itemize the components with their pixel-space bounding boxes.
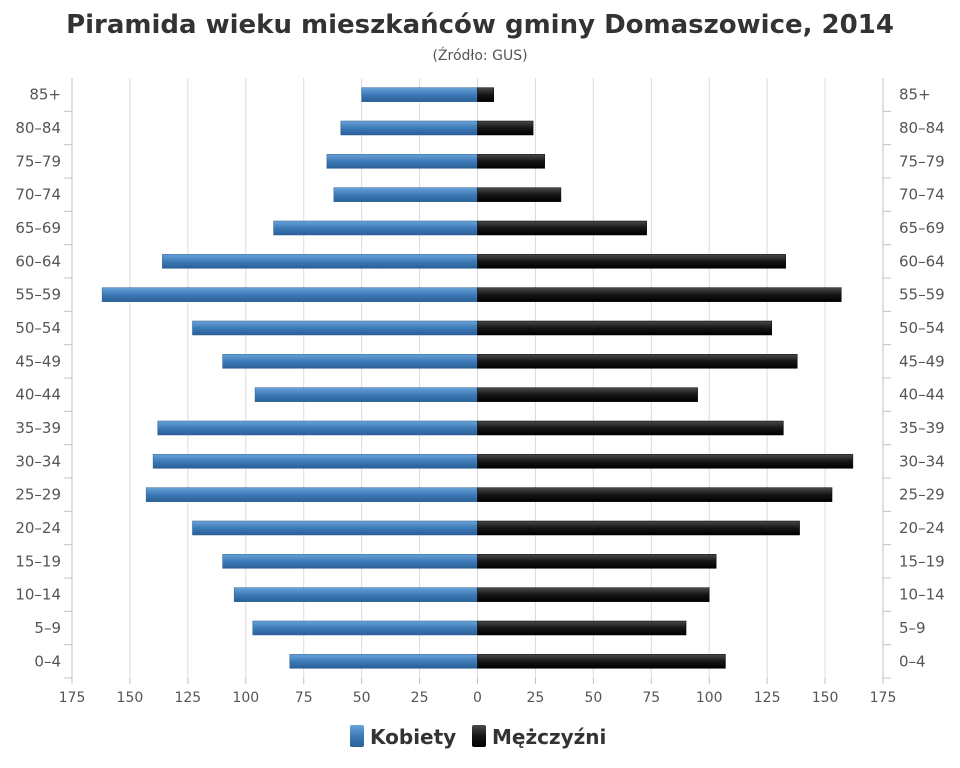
bar-mezczyzni (477, 554, 717, 569)
category-label-right: 70–74 (899, 186, 945, 204)
category-label-right: 50–54 (899, 319, 945, 337)
bar-mezczyzni (477, 220, 647, 236)
category-label-left: 30–34 (15, 452, 61, 470)
bar-kobiety (101, 287, 478, 302)
x-tick-label: 100 (696, 690, 723, 706)
legend-swatch-mezczyzni[interactable] (472, 725, 486, 747)
bar-kobiety (361, 87, 478, 102)
bars (101, 87, 854, 669)
category-label-left: 25–29 (15, 486, 61, 504)
bar-kobiety (192, 520, 478, 536)
bar-kobiety (340, 120, 478, 136)
category-label-left: 50–54 (15, 319, 61, 337)
category-label-left: 60–64 (15, 252, 61, 270)
x-tick-label: 50 (584, 690, 602, 706)
bar-kobiety (222, 554, 478, 569)
bar-mezczyzni (477, 120, 534, 136)
x-tick-label: 175 (870, 690, 897, 706)
category-label-left: 70–74 (15, 186, 61, 204)
category-label-left: 20–24 (15, 519, 61, 537)
bar-kobiety (254, 387, 478, 402)
category-label-right: 25–29 (899, 486, 945, 504)
x-tick-label: 25 (411, 690, 429, 706)
bar-mezczyzni (477, 187, 562, 202)
x-tick-label: 150 (117, 690, 144, 706)
category-label-right: 0–4 (899, 652, 926, 670)
x-tick-label: 75 (295, 690, 313, 706)
bar-kobiety (222, 354, 478, 369)
legend-label-kobiety[interactable]: Kobiety (370, 725, 456, 749)
x-tick-label: 0 (473, 690, 482, 706)
x-tick-label: 125 (174, 690, 201, 706)
category-label-right: 5–9 (899, 619, 926, 637)
category-label-left: 75–79 (15, 152, 61, 170)
legend[interactable]: Kobiety Mężczyźni (350, 725, 606, 749)
category-label-left: 15–19 (15, 552, 61, 570)
bar-kobiety (273, 220, 478, 236)
bar-mezczyzni (477, 420, 784, 436)
category-label-left: 45–49 (15, 352, 61, 370)
bar-mezczyzni (477, 654, 726, 669)
category-label-right: 65–69 (899, 219, 945, 237)
bar-mezczyzni (477, 587, 710, 602)
bar-mezczyzni (477, 154, 545, 169)
bar-mezczyzni (477, 487, 833, 502)
bar-kobiety (326, 154, 478, 169)
category-label-right: 45–49 (899, 352, 945, 370)
bar-kobiety (192, 320, 478, 336)
legend-label-mezczyzni[interactable]: Mężczyźni (492, 725, 606, 749)
bar-mezczyzni (477, 287, 842, 302)
category-label-left: 85+ (29, 86, 61, 104)
x-tick-label: 75 (642, 690, 660, 706)
x-tick-label: 100 (232, 690, 259, 706)
bar-kobiety (152, 454, 478, 469)
category-label-left: 40–44 (15, 386, 61, 404)
x-tick-label: 50 (353, 690, 371, 706)
category-label-left: 5–9 (34, 619, 61, 637)
x-axis-ticks: 175 150 125 100 75 50 25 0 25 50 75 100 125 150 175 (59, 678, 897, 706)
bar-mezczyzni (477, 520, 800, 536)
x-tick-label: 150 (812, 690, 839, 706)
bar-kobiety (162, 254, 478, 269)
bar-kobiety (145, 487, 478, 502)
category-label-right: 10–14 (899, 586, 945, 604)
category-label-right: 20–24 (899, 519, 945, 537)
category-label-right: 80–84 (899, 119, 945, 137)
bar-mezczyzni (477, 354, 798, 369)
category-label-right: 40–44 (899, 386, 945, 404)
category-label-right: 55–59 (899, 286, 945, 304)
category-label-right: 15–19 (899, 552, 945, 570)
category-labels: 85+ 85+ 80–84 80–84 75–79 75–79 70–74 70–74 65–6… (15, 86, 944, 671)
gridlines (64, 78, 891, 679)
bar-kobiety (233, 587, 478, 602)
x-tick-label: 175 (59, 690, 86, 706)
bar-mezczyzni (477, 87, 494, 102)
chart-title: Piramida wieku mieszkańców gminy Domaszo… (66, 10, 894, 40)
category-label-left: 55–59 (15, 286, 61, 304)
legend-swatch-kobiety[interactable] (350, 725, 364, 747)
chart-subtitle: (Źródło: GUS) (432, 46, 527, 64)
bar-kobiety (252, 620, 478, 636)
category-label-right: 30–34 (899, 452, 945, 470)
category-label-left: 10–14 (15, 586, 61, 604)
x-tick-label: 25 (527, 690, 545, 706)
category-label-right: 35–39 (899, 419, 945, 437)
bar-kobiety (333, 187, 478, 202)
category-label-left: 80–84 (15, 119, 61, 137)
category-label-left: 35–39 (15, 419, 61, 437)
bar-mezczyzni (477, 454, 854, 469)
bar-mezczyzni (477, 254, 786, 269)
x-tick-label: 125 (754, 690, 781, 706)
bar-kobiety (157, 420, 478, 436)
bar-mezczyzni (477, 387, 698, 402)
bar-mezczyzni (477, 620, 687, 636)
bar-mezczyzni (477, 320, 773, 336)
category-label-left: 65–69 (15, 219, 61, 237)
category-label-right: 85+ (899, 86, 931, 104)
category-label-left: 0–4 (34, 652, 61, 670)
bar-kobiety (289, 654, 478, 669)
category-label-right: 60–64 (899, 252, 945, 270)
category-label-right: 75–79 (899, 152, 945, 170)
